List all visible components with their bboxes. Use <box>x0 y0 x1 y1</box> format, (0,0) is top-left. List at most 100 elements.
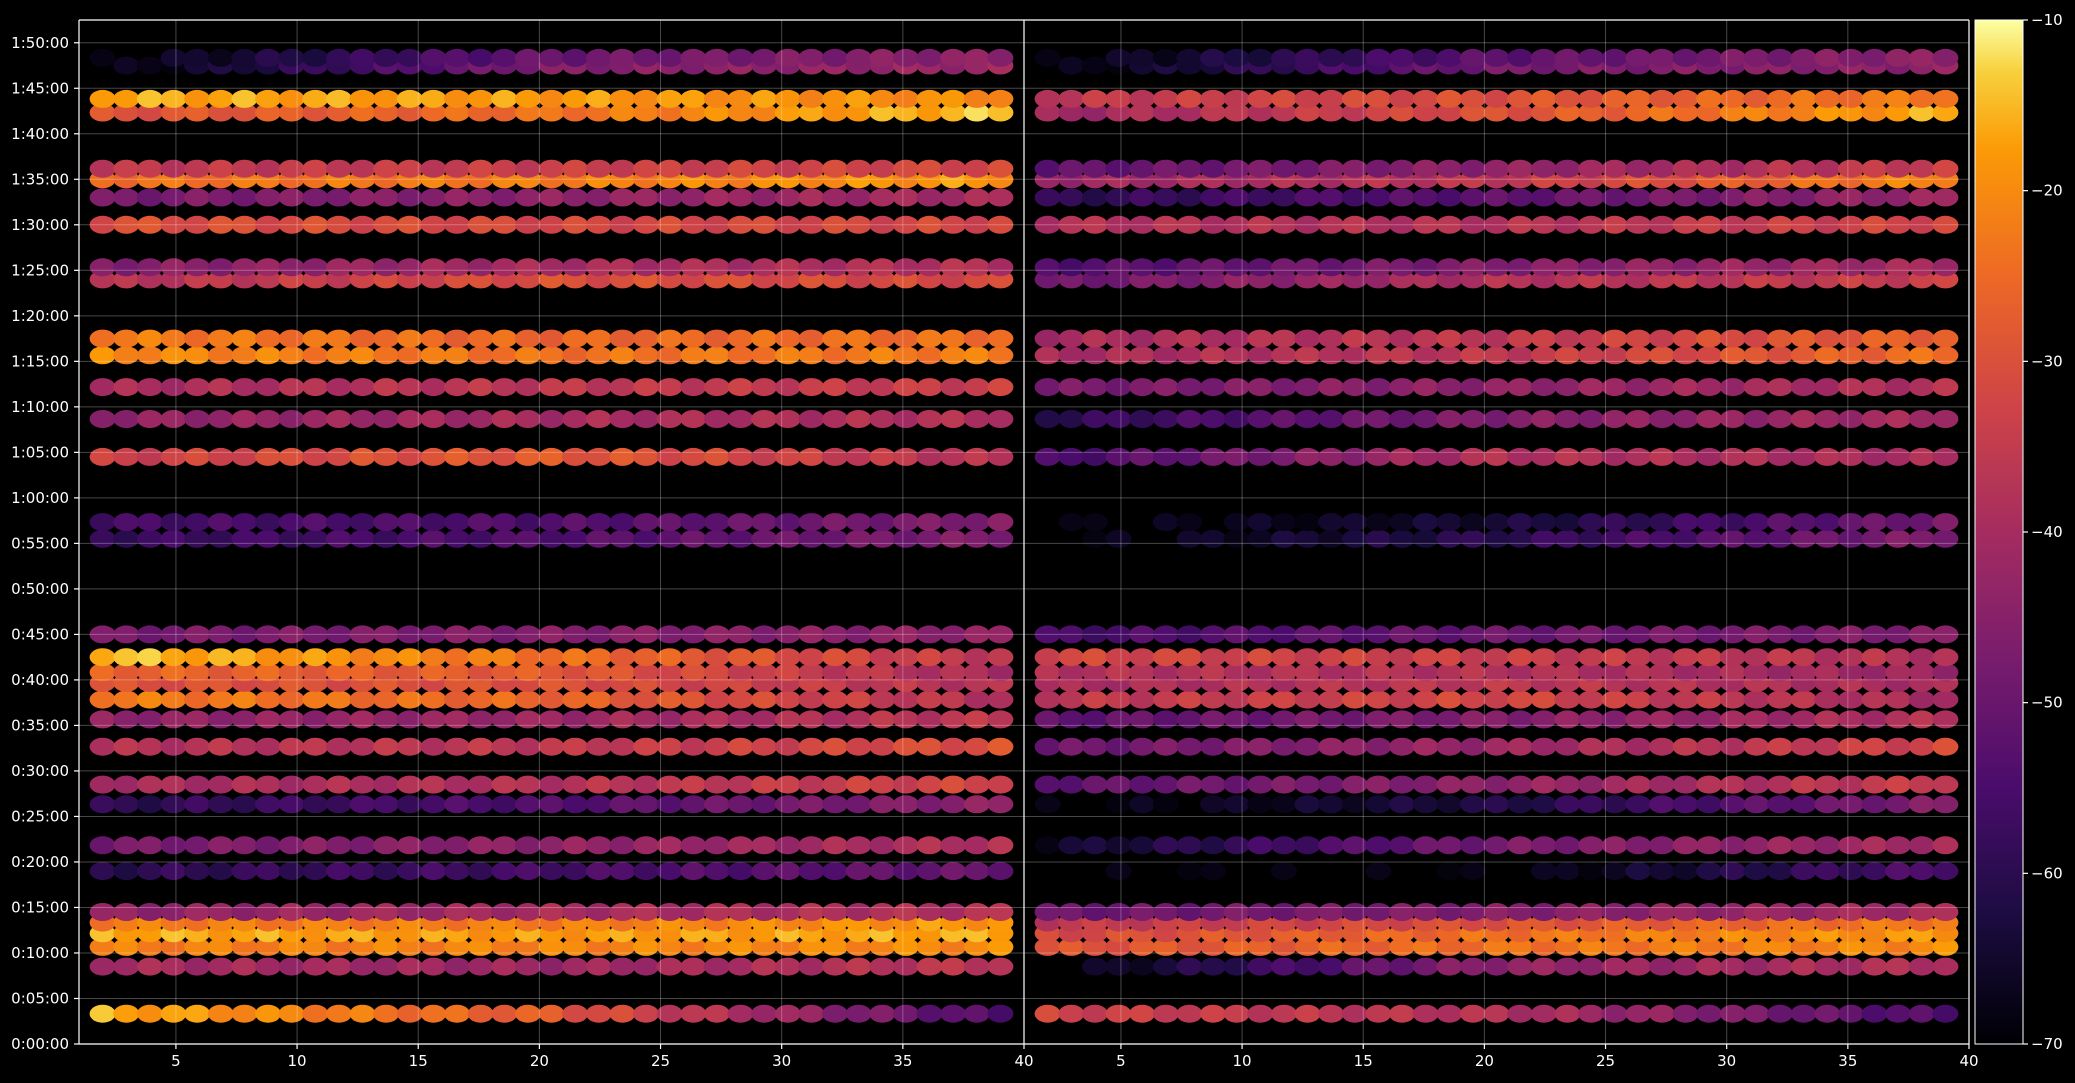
heatmap-cell <box>1672 410 1699 428</box>
heatmap-cell <box>656 690 683 709</box>
heatmap-cell <box>302 737 329 756</box>
heatmap-cell <box>1530 215 1557 234</box>
heatmap-cell <box>1530 159 1557 178</box>
colorbar-tick-label: −50 <box>2031 694 2063 712</box>
heatmap-cell <box>1767 710 1793 729</box>
heatmap-cell <box>255 258 281 277</box>
heatmap-cell <box>420 103 447 122</box>
heatmap-cell <box>231 737 258 756</box>
heatmap-cell <box>467 159 494 178</box>
heatmap-cell <box>845 937 872 956</box>
heatmap-cell <box>1294 529 1321 548</box>
heatmap-cell <box>916 862 943 881</box>
heatmap-cell <box>1412 957 1439 976</box>
heatmap-cell <box>1554 1004 1581 1023</box>
heatmap-cell <box>609 378 636 397</box>
heatmap-cell <box>1341 795 1368 814</box>
heatmap-cell <box>822 903 848 921</box>
heatmap-cell <box>113 258 140 277</box>
heatmap-cell <box>1814 529 1841 548</box>
heatmap-cell <box>1578 1004 1604 1023</box>
heatmap-cell <box>255 775 281 794</box>
heatmap-cell <box>396 663 423 682</box>
heatmap-cell <box>1081 103 1108 122</box>
heatmap-cell <box>136 625 163 644</box>
heatmap-cell <box>113 159 140 178</box>
heatmap-cell <box>538 625 565 644</box>
heatmap-cell <box>963 215 990 234</box>
heatmap-cell <box>1247 836 1274 855</box>
heatmap-cell <box>1365 89 1392 108</box>
heatmap-cell <box>1743 378 1770 397</box>
heatmap-cell <box>1696 862 1723 881</box>
heatmap-cell <box>1294 795 1321 814</box>
heatmap-cell <box>1200 862 1226 881</box>
heatmap-cell <box>751 775 778 794</box>
heatmap-cell <box>1223 1004 1250 1023</box>
heatmap-cell <box>1601 625 1628 644</box>
heatmap-cell <box>1152 159 1179 178</box>
heatmap-cell <box>444 648 470 667</box>
heatmap-cell <box>1696 795 1723 814</box>
heatmap-cell <box>349 710 376 729</box>
heatmap-cell <box>1436 937 1463 956</box>
heatmap-cell <box>798 346 825 365</box>
heatmap-cell <box>1223 957 1250 976</box>
heatmap-cell <box>136 215 163 234</box>
heatmap-cell <box>1837 215 1864 234</box>
heatmap-cell <box>514 188 541 207</box>
heatmap-cell <box>1389 410 1415 428</box>
heatmap-cell <box>562 410 589 428</box>
heatmap-cell <box>727 775 754 794</box>
heatmap-cell <box>1483 710 1510 729</box>
heatmap-cell <box>231 957 258 976</box>
heatmap-cell <box>1176 663 1203 682</box>
heatmap-cell <box>1885 346 1912 365</box>
heatmap-cell <box>1837 957 1864 976</box>
colorbar-tick-label: −70 <box>2031 1035 2063 1053</box>
heatmap-cell <box>1034 215 1061 234</box>
heatmap-cell <box>609 48 636 67</box>
heatmap-cell <box>963 957 990 976</box>
heatmap-cell <box>1554 862 1581 881</box>
heatmap-cell <box>444 690 470 709</box>
heatmap-cell <box>1176 937 1203 956</box>
heatmap-cell <box>373 89 400 108</box>
heatmap-cell <box>1578 836 1604 855</box>
heatmap-cell <box>1034 103 1061 122</box>
heatmap-cell <box>1294 159 1321 178</box>
heatmap-cell <box>1294 410 1321 428</box>
y-tick-label: 1:05:00 <box>11 443 69 461</box>
heatmap-cell <box>1743 836 1770 855</box>
heatmap-cell <box>703 529 730 548</box>
heatmap-cell <box>869 836 896 855</box>
heatmap-cell <box>1129 447 1156 466</box>
heatmap-cell <box>1648 710 1675 729</box>
heatmap-cell <box>1885 529 1912 548</box>
heatmap-cell <box>113 648 140 667</box>
x-tick-label: 25 <box>1596 1052 1615 1070</box>
heatmap-cell <box>1318 710 1345 729</box>
heatmap-cell <box>987 836 1014 855</box>
heatmap-cell <box>1672 215 1699 234</box>
heatmap-cell <box>113 710 140 729</box>
heatmap-cell <box>1247 1004 1274 1023</box>
heatmap-cell <box>609 346 636 365</box>
heatmap-cell <box>1530 188 1557 207</box>
heatmap-cell <box>562 690 589 709</box>
heatmap-cell <box>1554 378 1581 397</box>
heatmap-cell <box>349 103 376 122</box>
heatmap-cell <box>1483 663 1510 682</box>
heatmap-cell <box>1790 648 1817 667</box>
heatmap-cell <box>231 258 258 277</box>
heatmap-cell <box>373 329 400 348</box>
heatmap-cell <box>514 346 541 365</box>
heatmap-cell <box>1507 937 1534 956</box>
heatmap-cell <box>822 410 848 428</box>
heatmap-cell <box>585 48 612 67</box>
heatmap-cell <box>940 258 967 277</box>
heatmap-cell <box>656 710 683 729</box>
heatmap-cell <box>302 329 329 348</box>
heatmap-cell <box>325 663 352 682</box>
heatmap-cell <box>514 48 541 67</box>
